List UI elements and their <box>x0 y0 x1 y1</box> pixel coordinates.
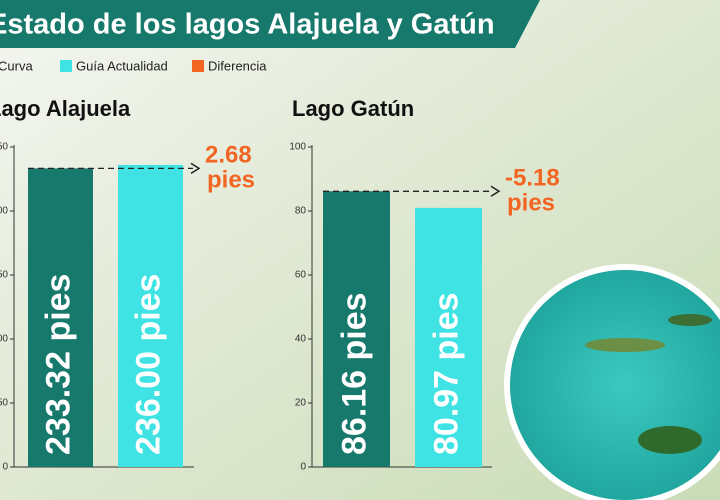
legend-swatch <box>192 60 204 72</box>
bar <box>415 207 482 467</box>
island <box>585 338 665 352</box>
y-tick-label: 0 <box>300 462 306 473</box>
legend-label: Guía Actualidad <box>76 58 168 73</box>
island <box>638 426 702 454</box>
difference-label: 2.68 <box>205 142 252 169</box>
title: Estado de los lagos Alajuela y Gatún <box>0 9 495 41</box>
y-tick-label: 0 <box>2 462 8 473</box>
y-tick-label: 150 <box>0 270 8 281</box>
chart-title: Lago Alajuela <box>0 96 131 121</box>
y-tick-label: 100 <box>0 334 8 345</box>
y-tick-label: 200 <box>0 206 8 217</box>
legend-swatch <box>60 60 72 72</box>
legend-label: Diferencia <box>208 58 267 73</box>
y-tick-label: 250 <box>0 142 8 153</box>
value-label: 80.97 pies <box>427 292 465 455</box>
y-tick-label: 80 <box>295 206 307 217</box>
y-tick-label: 20 <box>295 398 307 409</box>
y-tick-label: 50 <box>0 398 8 409</box>
y-tick-label: 100 <box>289 142 306 153</box>
bar <box>323 191 390 467</box>
island <box>668 314 712 326</box>
title-banner <box>0 0 540 48</box>
legend-label: Curva <box>0 58 33 73</box>
value-label: 236.00 pies <box>129 274 167 455</box>
lake-photo <box>504 264 720 500</box>
value-label: 86.16 pies <box>335 292 373 455</box>
value-label: 233.32 pies <box>39 274 77 455</box>
difference-unit: pies <box>207 167 255 194</box>
difference-unit: pies <box>507 190 555 217</box>
difference-arrow <box>190 162 201 174</box>
y-tick-label: 40 <box>295 334 307 345</box>
chart-title: Lago Gatún <box>292 96 414 121</box>
y-tick-label: 60 <box>295 270 307 281</box>
difference-arrow <box>490 185 501 197</box>
bar <box>28 168 93 467</box>
difference-label: -5.18 <box>505 165 560 192</box>
bar <box>118 164 183 468</box>
